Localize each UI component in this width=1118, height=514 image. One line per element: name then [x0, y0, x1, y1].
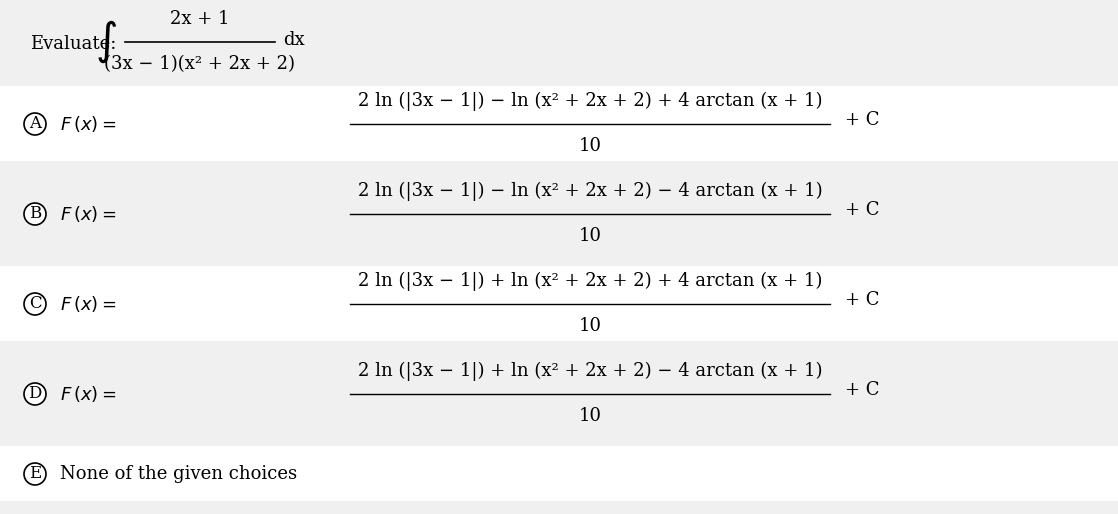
Text: $F\,(x) =$: $F\,(x) =$ [60, 294, 116, 314]
Text: 10: 10 [578, 137, 601, 155]
Circle shape [23, 463, 46, 485]
Text: 2 ln (|3x − 1|) + ln (x² + 2x + 2) + 4 arctan (x + 1): 2 ln (|3x − 1|) + ln (x² + 2x + 2) + 4 a… [358, 272, 822, 291]
Circle shape [23, 383, 46, 405]
Text: E: E [29, 466, 41, 483]
Circle shape [23, 203, 46, 225]
Text: dx: dx [283, 31, 304, 49]
Circle shape [23, 113, 46, 135]
Text: 10: 10 [578, 227, 601, 245]
Text: 2x + 1: 2x + 1 [170, 10, 230, 28]
Text: 2 ln (|3x − 1|) − ln (x² + 2x + 2) − 4 arctan (x + 1): 2 ln (|3x − 1|) − ln (x² + 2x + 2) − 4 a… [358, 182, 823, 201]
Text: 2 ln (|3x − 1|) + ln (x² + 2x + 2) − 4 arctan (x + 1): 2 ln (|3x − 1|) + ln (x² + 2x + 2) − 4 a… [358, 362, 822, 381]
Text: + C: + C [845, 111, 880, 129]
FancyBboxPatch shape [0, 356, 1118, 431]
Text: $\int$: $\int$ [95, 19, 117, 65]
Text: 10: 10 [578, 407, 601, 425]
Text: (3x − 1)(x² + 2x + 2): (3x − 1)(x² + 2x + 2) [104, 55, 295, 73]
Text: C: C [29, 296, 41, 313]
FancyBboxPatch shape [0, 86, 1118, 161]
Text: 2 ln (|3x − 1|) − ln (x² + 2x + 2) + 4 arctan (x + 1): 2 ln (|3x − 1|) − ln (x² + 2x + 2) + 4 a… [358, 92, 822, 111]
FancyBboxPatch shape [0, 176, 1118, 251]
Circle shape [23, 293, 46, 315]
Text: + C: + C [845, 201, 880, 219]
Text: None of the given choices: None of the given choices [60, 465, 297, 483]
Text: D: D [28, 386, 41, 402]
Text: 10: 10 [578, 317, 601, 335]
FancyBboxPatch shape [0, 266, 1118, 341]
Text: + C: + C [845, 381, 880, 399]
Text: + C: + C [845, 291, 880, 309]
FancyBboxPatch shape [0, 446, 1118, 501]
Text: B: B [29, 206, 41, 223]
Text: $F\,(x) =$: $F\,(x) =$ [60, 114, 116, 134]
Text: Evaluate:: Evaluate: [30, 35, 116, 53]
Text: A: A [29, 116, 41, 133]
Text: $F\,(x) =$: $F\,(x) =$ [60, 204, 116, 224]
Text: $F\,(x) =$: $F\,(x) =$ [60, 384, 116, 404]
